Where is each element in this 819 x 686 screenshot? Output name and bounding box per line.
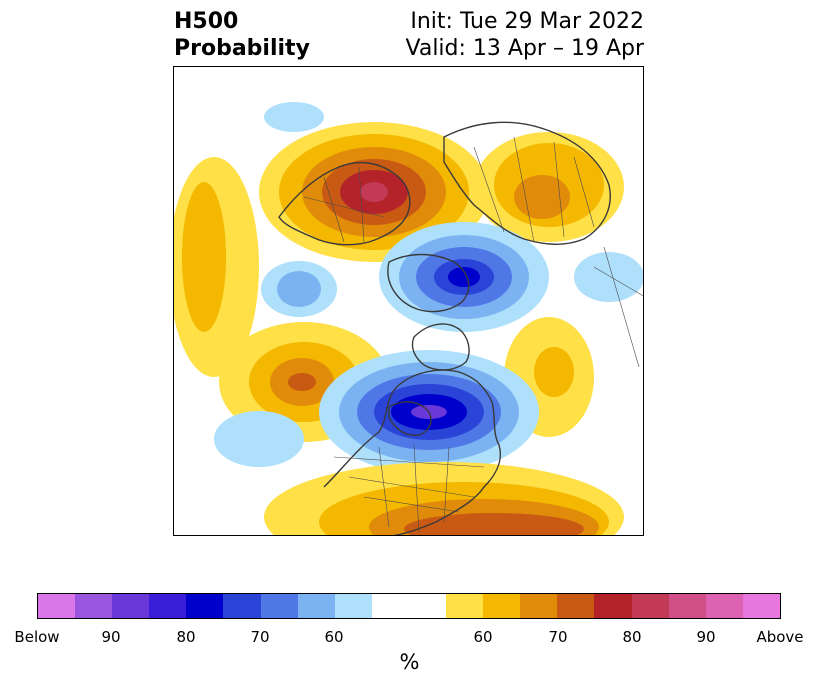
- colorbar-swatch-7: [297, 594, 335, 618]
- colorbar-tick-7: 70: [548, 628, 568, 646]
- colorbar-tick-3: 70: [250, 628, 270, 646]
- anomaly-contour-15: [448, 267, 480, 287]
- anomaly-contour-25: [534, 347, 574, 397]
- colorbar-tick-9: 90: [696, 628, 716, 646]
- colorbar-swatch-11: [446, 594, 484, 618]
- coastline-greenland: [411, 323, 470, 371]
- colorbar-tick-6: 60: [473, 628, 493, 646]
- title-line-variable: H500: [174, 9, 239, 34]
- colorbar-swatch-8: [334, 594, 372, 618]
- colorbar-swatch-3: [149, 594, 187, 618]
- borders: [303, 136, 643, 533]
- anomaly-contour-5: [360, 182, 388, 202]
- anomaly-contour-36: [404, 513, 584, 535]
- border-lines: [303, 136, 643, 533]
- anomaly-contour-10: [182, 182, 226, 332]
- coastline-arctic: [387, 253, 470, 313]
- colorbar-ticks: Below 90 80 70 60 60 70 80 90 Above: [0, 628, 819, 648]
- colorbar-swatch-9: [371, 594, 409, 618]
- colorbar-swatch-4: [186, 594, 224, 618]
- colorbar-tick-0: Below: [14, 628, 60, 646]
- coastline-hudson: [388, 401, 432, 436]
- colorbar-swatch-13: [520, 594, 558, 618]
- coastline-asia: [443, 121, 611, 245]
- colorbar-swatch-2: [112, 594, 150, 618]
- map-title: H500 Probability: [174, 8, 310, 62]
- colorbar-swatch-6: [260, 594, 298, 618]
- probability-map: [173, 66, 644, 536]
- coastline-north-america: [323, 369, 501, 535]
- colorbar-swatch-10: [408, 594, 447, 618]
- colorbar-unit-label: %: [399, 650, 420, 674]
- map-canvas: [174, 102, 643, 535]
- colorbar-swatch-18: [705, 594, 743, 618]
- valid-range-label: Valid: 13 Apr – 19 Apr: [405, 36, 645, 61]
- colorbar-swatch-17: [668, 594, 706, 618]
- colorbar-tick-4: 60: [324, 628, 344, 646]
- colorbar-swatch-12: [483, 594, 521, 618]
- probability-colorbar: [37, 593, 781, 619]
- colorbar-swatch-0: [38, 594, 76, 618]
- title-line-probability: Probability: [174, 36, 310, 61]
- anomaly-contour-32: [214, 411, 304, 467]
- colorbar-tick-2: 80: [176, 628, 196, 646]
- colorbar-swatch-1: [75, 594, 113, 618]
- forecast-dates: Init: Tue 29 Mar 2022 Valid: 13 Apr – 19…: [406, 8, 645, 62]
- anomaly-contour-18: [574, 252, 643, 302]
- anomaly-contour-17: [277, 271, 321, 307]
- coastline-europe: [278, 161, 411, 246]
- anomaly-contour-23: [288, 373, 316, 391]
- anomaly-contour-19: [264, 102, 324, 132]
- colorbar-tick-8: 80: [622, 628, 642, 646]
- coastlines: [278, 121, 611, 535]
- colorbar-swatch-16: [631, 594, 669, 618]
- anomaly-blobs: [174, 102, 643, 535]
- init-date-label: Init: Tue 29 Mar 2022: [410, 9, 644, 34]
- anomaly-contour-8: [514, 175, 570, 219]
- colorbar-tick-1: 90: [101, 628, 121, 646]
- colorbar-swatch-14: [557, 594, 595, 618]
- colorbar-swatch-5: [223, 594, 261, 618]
- colorbar-swatch-15: [594, 594, 632, 618]
- colorbar-swatch-19: [742, 594, 780, 618]
- colorbar-tick-10: Above: [756, 628, 804, 646]
